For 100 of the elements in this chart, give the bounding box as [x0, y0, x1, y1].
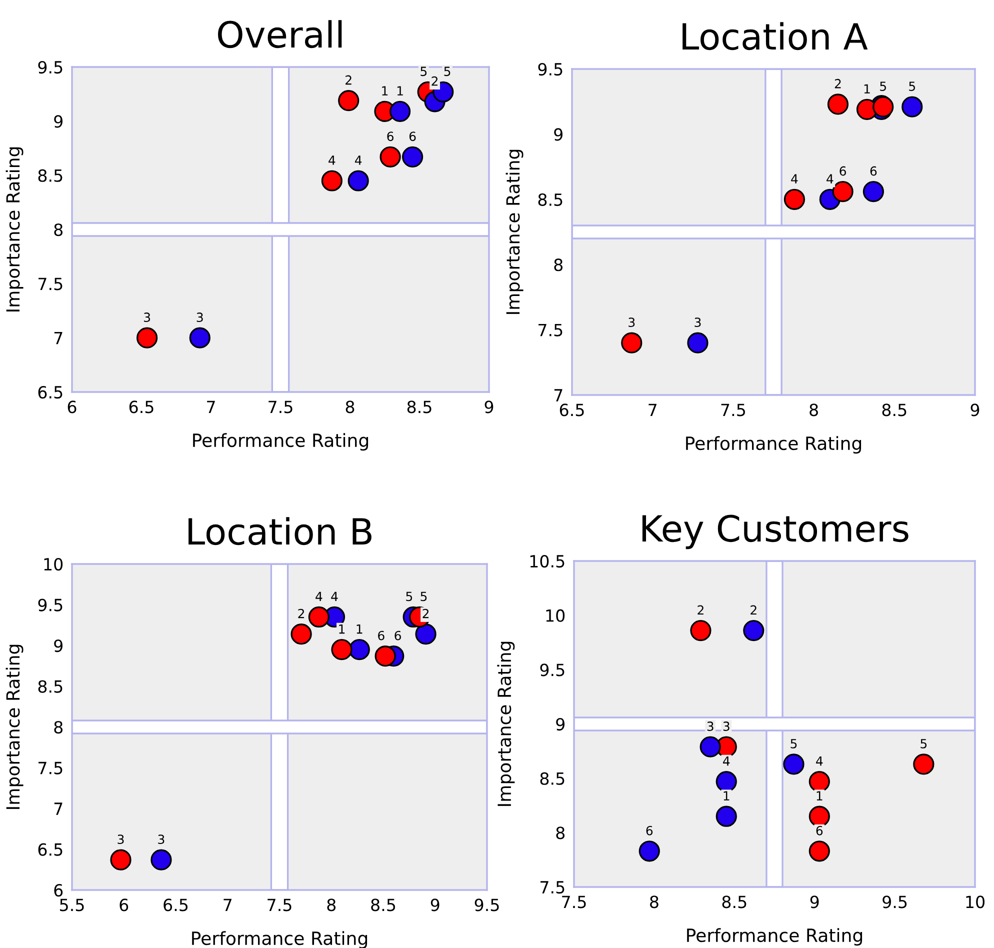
annotation: 6 — [840, 166, 846, 176]
y-tick-label: 9 — [554, 128, 562, 141]
x-tick-label: 8 — [650, 896, 658, 908]
annotation: 1 — [724, 791, 730, 800]
point — [308, 606, 330, 628]
point — [716, 806, 737, 827]
x-tick-label: 7 — [207, 400, 215, 413]
x-tick-label: 8.5 — [722, 896, 746, 908]
point — [832, 181, 854, 202]
annotation: 4 — [354, 156, 362, 165]
annotation: 3 — [158, 834, 164, 844]
x-tick-label: 7.5 — [268, 400, 292, 414]
y-tick-label: 10 — [44, 558, 63, 571]
annotation: 5 — [420, 592, 427, 602]
annotation: 6 — [870, 166, 877, 176]
y-tick-label: 7.5 — [538, 324, 562, 336]
point — [687, 332, 708, 354]
x-tick-label: 7 — [224, 898, 232, 911]
annotation: 3 — [118, 834, 124, 844]
y-tick-label: 9 — [54, 115, 62, 128]
point — [374, 646, 396, 667]
y-tick-label: 7.5 — [540, 881, 564, 894]
annotation: 5 — [790, 739, 797, 748]
x-tick-label: 8.5 — [882, 404, 906, 416]
annotation: 4 — [826, 174, 834, 184]
annotation: 6 — [387, 132, 394, 142]
point — [638, 840, 660, 862]
point — [389, 100, 411, 122]
point — [808, 840, 830, 862]
x-tick-label: 9 — [970, 404, 980, 416]
annotation: 4 — [331, 592, 338, 601]
annotation: 1 — [356, 624, 362, 634]
annotation: 5 — [444, 66, 450, 76]
point — [402, 146, 424, 168]
annotation: 3 — [694, 318, 701, 328]
annotation: 2 — [698, 605, 704, 615]
annotation: 5 — [909, 82, 916, 91]
annotation: 6 — [646, 826, 653, 836]
y-tick-label: 9 — [556, 718, 564, 731]
annotation: 6 — [409, 132, 416, 142]
y-tick-label: 8.5 — [38, 680, 62, 693]
annotation: 5 — [420, 66, 427, 76]
y-tick-label: 6.5 — [38, 386, 62, 399]
y-tick-label: 9.5 — [38, 598, 62, 612]
point — [700, 736, 721, 758]
y-tick-label: 7 — [54, 802, 62, 815]
annotation: 2 — [298, 608, 304, 618]
annotation: 1 — [382, 86, 388, 96]
point — [690, 620, 712, 642]
point — [415, 624, 436, 645]
y-tick-label: 8.5 — [540, 772, 564, 785]
point — [348, 170, 369, 192]
y-axis-title: Importance Rating — [6, 644, 24, 809]
x-tick-label: 6.5 — [164, 898, 188, 912]
x-axis-title: Performance Rating — [687, 928, 862, 946]
point — [321, 170, 342, 192]
point — [150, 849, 172, 870]
x-tick-label: 7.5 — [268, 898, 292, 912]
chart-title: Overall — [218, 20, 342, 48]
annotation: 2 — [432, 76, 438, 86]
point — [862, 181, 884, 202]
annotation: 4 — [816, 756, 823, 766]
point — [290, 624, 312, 645]
y-tick-label: 10 — [546, 609, 565, 622]
annotation: 1 — [864, 84, 870, 94]
x-tick-label: 9 — [430, 898, 440, 912]
annotation: 6 — [378, 630, 384, 640]
y-axis-title: Importance Rating — [506, 150, 524, 314]
y-tick-label: 7 — [54, 332, 62, 344]
chart-title: Key Customers — [642, 514, 908, 550]
chart-title: Location B — [188, 517, 372, 546]
x-tick-label: 8 — [810, 404, 818, 416]
annotation: 5 — [880, 82, 886, 91]
x-axis-title: Performance Rating — [193, 433, 368, 451]
y-tick-label: 9.5 — [38, 60, 62, 74]
x-tick-label: 6.5 — [129, 400, 154, 414]
x-tick-label: 6 — [68, 400, 76, 414]
point — [110, 849, 132, 870]
y-tick-label: 9.5 — [538, 62, 562, 76]
point — [380, 146, 401, 168]
annotation: 5 — [920, 739, 927, 748]
point — [716, 771, 737, 792]
x-tick-label: 8.5 — [371, 898, 396, 912]
annotation: 3 — [707, 722, 714, 732]
annotation: 3 — [723, 722, 730, 732]
x-tick-label: 8.5 — [407, 400, 432, 414]
x-axis-title: Performance Rating — [686, 436, 862, 454]
annotation: 4 — [328, 156, 336, 165]
annotation: 1 — [339, 624, 345, 634]
point — [621, 332, 642, 354]
x-tick-label: 8 — [327, 898, 336, 912]
y-tick-label: 9.5 — [540, 664, 564, 676]
x-tick-label: 9.5 — [882, 896, 907, 908]
annotation: 2 — [834, 78, 841, 88]
y-tick-label: 8 — [54, 223, 63, 236]
point — [783, 754, 804, 775]
y-tick-label: 7 — [554, 389, 562, 402]
point — [808, 806, 830, 827]
annotation: 5 — [406, 592, 412, 602]
y-tick-label: 8.5 — [538, 193, 562, 206]
